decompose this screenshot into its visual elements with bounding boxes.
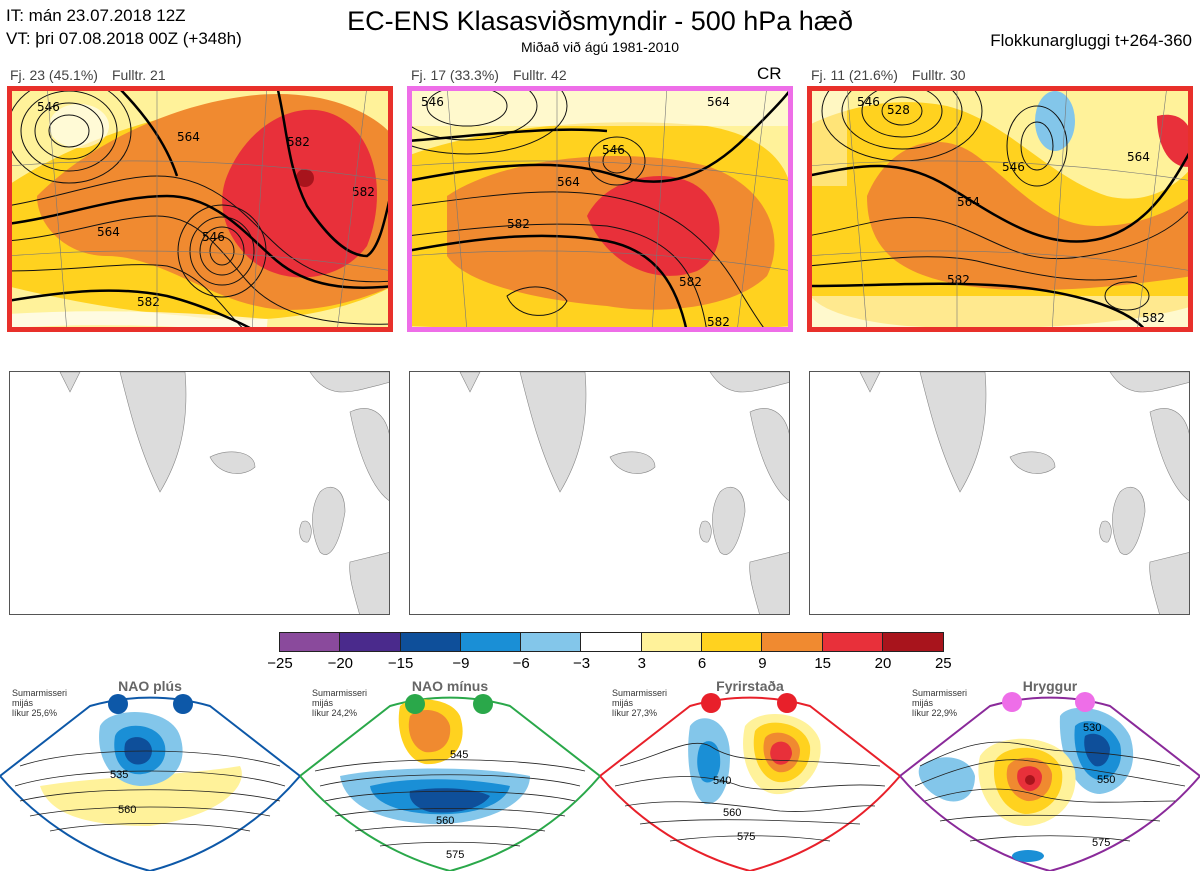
colorbar-tick-label: −9 [452, 655, 470, 672]
landmass-outline [59, 372, 389, 614]
regime-hryggur[interactable]: 530 550 575 Hryggur Sumarmisseri mijás l… [900, 676, 1200, 871]
cluster-2-map[interactable]: 546 546 564 564 582 582 582 [407, 86, 793, 332]
page-title: EC-ENS Klasasviðsmyndir - 500 hPa hæð [347, 6, 853, 36]
regime-name: NAO mínus [411, 678, 489, 694]
colorbar-cell [340, 633, 401, 651]
contour-label: 575 [1092, 837, 1110, 849]
cluster-2-cr-marker: CR [757, 64, 782, 83]
contour-label: 564 [1127, 150, 1150, 164]
contour-label: 564 [707, 95, 730, 109]
landmass-outline [459, 372, 789, 614]
cluster-1-map[interactable]: 546 564 582 546 564 582 582 [7, 86, 393, 332]
run-info: IT: mán 23.07.2018 12Z VT: þri 07.08.201… [6, 4, 242, 50]
contour-label: 582 [947, 273, 970, 287]
cluster-3-anomaly-field: 546 528 546 564 564 582 582 [807, 86, 1193, 332]
blank-map-1 [9, 371, 390, 615]
contour-label: 550 [1097, 774, 1115, 786]
contour-label: 528 [887, 103, 910, 117]
contour-label: 582 [679, 275, 702, 289]
contour-label: 546 [421, 95, 444, 109]
colorbar-cell [460, 633, 522, 651]
cluster-2-anomaly-field: 546 546 564 564 582 582 582 [407, 86, 793, 332]
colorbar-tick-label: −25 [267, 655, 293, 672]
cluster-3-count: Fj. 11 (21.6%) [811, 67, 898, 83]
regime-fyrirstada[interactable]: 540 560 575 Fyrirstaða Sumarmisseri mijá… [600, 676, 900, 871]
landmass-outline [859, 372, 1189, 614]
colorbar-tick-label: −15 [387, 655, 414, 672]
contour-label: 546 [857, 95, 880, 109]
contour-label: 575 [446, 849, 464, 861]
colorbar-tick-label: −6 [512, 655, 530, 672]
contour-label: 530 [1083, 722, 1101, 734]
regime-nao-plus-dot-2 [173, 694, 193, 714]
contour-label: 540 [713, 775, 731, 787]
colorbar-cell [822, 633, 883, 651]
colorbar-cell [280, 633, 341, 651]
cluster-1-rep: Fulltr. 21 [111, 67, 166, 83]
contour-label: 545 [450, 749, 468, 761]
regime-note: Sumarmisseri mijás líkur 25,6% [12, 688, 68, 718]
regime-name: Hryggur [1022, 678, 1078, 694]
contour-label: 582 [352, 185, 375, 199]
colorbar-tick-label: 25 [934, 655, 952, 672]
page-subtitle: Miðað við ágú 1981-2010 [520, 39, 679, 55]
colorbar-cell [762, 633, 823, 651]
regime-nao-plus-dot-1 [108, 694, 128, 714]
colorbar-cell [521, 633, 582, 651]
blank-map-2 [409, 371, 790, 615]
contour-label: 560 [118, 804, 136, 816]
contour-label: 560 [723, 807, 741, 819]
colorbar-cell [882, 633, 944, 651]
cluster-2-rep: Fulltr. 42 [512, 67, 567, 83]
cluster-1-count: Fj. 23 (45.1%) [10, 67, 98, 83]
colorbar-tick-label: 15 [814, 655, 832, 672]
colorbar-tick-label: 20 [874, 655, 892, 672]
cluster-3-label: Fj. 11 (21.6%) Fulltr. 30 [811, 67, 980, 83]
contour-label: 535 [110, 769, 128, 781]
colorbar-cell [641, 633, 703, 651]
contour-label: 546 [602, 143, 625, 157]
contour-label: 575 [737, 831, 755, 843]
regime-nao-minus[interactable]: 545 560 575 NAO mínus Sumarmisseri mijás… [300, 676, 600, 871]
contour-label: 582 [287, 135, 310, 149]
contour-label: 564 [97, 225, 120, 239]
contour-label: 564 [557, 175, 580, 189]
contour-label: 582 [137, 295, 160, 309]
contour-label: 560 [436, 815, 454, 827]
regime-name: Fyrirstaða [716, 678, 784, 694]
valid-time: VT: þri 07.08.2018 00Z (+348h) [6, 29, 242, 48]
contour-label: 546 [1002, 160, 1025, 174]
contour-label: 546 [202, 230, 225, 244]
colorbar-cell [400, 633, 461, 651]
contour-label: 564 [177, 130, 200, 144]
colorbar-tick-label: −3 [572, 655, 591, 672]
regime-note: Sumarmisseri mijás líkur 22,9% [912, 688, 968, 718]
anomaly-colorbar [279, 632, 945, 652]
colorbar-tick-label: 3 [637, 655, 646, 672]
regime-note: Sumarmisseri mijás líkur 24,2% [312, 688, 368, 718]
cluster-3-map[interactable]: 546 528 546 564 564 582 582 [807, 86, 1193, 332]
colorbar-tick-label: −20 [327, 655, 354, 672]
colorbar-tick-label: 6 [697, 655, 707, 672]
contour-label: 582 [707, 315, 730, 329]
colorbar-cell [581, 633, 642, 651]
initial-time: IT: mán 23.07.2018 12Z [6, 6, 186, 25]
classification-window: Flokkunargluggi t+264-360 [990, 31, 1192, 50]
regime-note: Sumarmisseri mijás líkur 27,3% [612, 688, 668, 718]
contour-label: 564 [957, 195, 980, 209]
cluster-3-rep: Fulltr. 30 [911, 67, 966, 83]
cluster-1-anomaly-field: 546 564 582 546 564 582 582 [7, 86, 393, 332]
blank-map-3 [809, 371, 1190, 615]
colorbar-cell [702, 633, 763, 651]
cluster-2-count: Fj. 17 (33.3%) [411, 67, 499, 83]
contour-label: 582 [507, 217, 530, 231]
contour-label: 582 [1142, 311, 1165, 325]
cluster-1-label: Fj. 23 (45.1%) Fulltr. 21 [10, 67, 180, 83]
regime-name: NAO plús [118, 678, 182, 694]
cluster-2-label: Fj. 17 (33.3%) Fulltr. 42 [411, 67, 581, 83]
regime-nao-plus[interactable]: 535 560 NAO plús Sumarmisseri mijás líku… [0, 676, 300, 871]
colorbar-tick-label: 9 [758, 655, 767, 672]
